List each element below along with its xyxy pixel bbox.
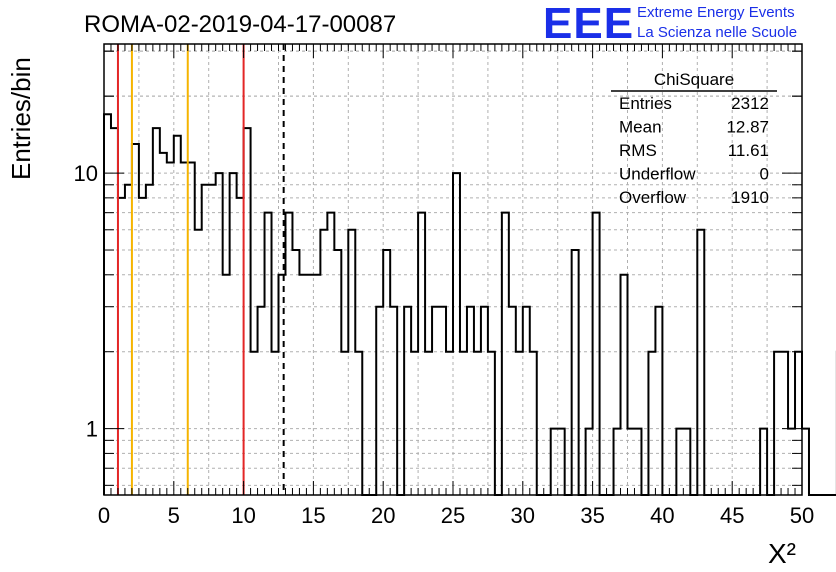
histogram-bars: [103, 113, 836, 496]
x-tick-label: 15: [301, 503, 325, 528]
histogram-bin: [139, 198, 146, 495]
histogram-bin: [621, 275, 628, 495]
histogram-bin: [265, 213, 272, 495]
x-tick-label: 30: [511, 503, 535, 528]
logo-line-2: La Scienza nelle Scuole: [637, 24, 798, 41]
x-axis-label: X²: [768, 538, 796, 569]
histogram-bin: [774, 352, 781, 495]
histogram-bin: [376, 307, 383, 495]
x-tick-label: 35: [580, 503, 604, 528]
histogram-bin: [285, 213, 292, 495]
histogram-bin: [237, 198, 244, 495]
histogram-bin: [299, 275, 306, 495]
eee-logo: EEE: [543, 0, 635, 48]
x-tick-label: 40: [650, 503, 674, 528]
stats-row-value: 11.61: [728, 141, 769, 160]
stats-row-value: 12.87: [726, 118, 769, 137]
histogram-bin: [593, 213, 600, 495]
histogram-bin: [418, 213, 425, 495]
histogram-bin: [488, 352, 495, 495]
x-tick-label: 5: [168, 503, 180, 528]
stats-title: ChiSquare: [654, 70, 734, 89]
x-tick-label: 45: [720, 503, 744, 528]
x-tick-label: 10: [231, 503, 255, 528]
histogram-bin: [432, 307, 439, 495]
histogram-bin: [802, 429, 809, 495]
histogram-bin: [446, 352, 453, 495]
histogram-bin: [306, 275, 313, 495]
histogram-bin: [125, 185, 132, 495]
histogram-bin: [209, 185, 216, 495]
histogram-outline: [103, 113, 836, 496]
histogram-bin: [195, 230, 202, 495]
histogram-bin: [411, 352, 418, 495]
stats-row-label: Overflow: [619, 188, 687, 207]
histogram-bin: [104, 114, 111, 495]
histogram-bin: [279, 275, 286, 495]
histogram-bin: [523, 307, 530, 495]
histogram-bin: [118, 198, 125, 495]
histogram-bin: [334, 250, 341, 495]
histogram-bin: [404, 307, 411, 495]
histogram-bin: [697, 230, 704, 495]
y-tick-label: 1: [86, 417, 98, 442]
histogram-bin: [453, 173, 460, 495]
histogram-bin: [348, 230, 355, 495]
stats-row-label: Entries: [619, 94, 672, 113]
stats-row-value: 0: [760, 165, 769, 184]
y-tick-label: 10: [74, 161, 98, 186]
stats-row-value: 1910: [731, 188, 769, 207]
histogram-bin: [230, 173, 237, 495]
x-tick-label: 0: [98, 503, 110, 528]
x-tick-label: 25: [441, 503, 465, 528]
histogram-bin: [146, 185, 153, 495]
histogram-bin: [383, 250, 390, 495]
y-axis-label: Entries/bin: [6, 57, 36, 180]
histogram-bin: [474, 352, 481, 495]
histogram-bin: [251, 352, 258, 495]
histogram-bin: [160, 153, 167, 495]
histogram-bin: [572, 250, 579, 495]
histogram-bin: [481, 307, 488, 495]
histogram-bin: [223, 275, 230, 495]
stats-box: ChiSquare Entries 2312 Mean 12.87 RMS 11.61 Un…: [611, 70, 777, 207]
histogram-bin: [355, 352, 362, 495]
x-tick-label: 20: [371, 503, 395, 528]
histogram-bin: [460, 352, 467, 495]
histogram-bin: [341, 352, 348, 495]
chart-title: ROMA-02-2019-04-17-00087: [84, 11, 396, 38]
histogram-bin: [202, 185, 209, 495]
histogram-bin: [439, 307, 446, 495]
histogram-bin: [516, 352, 523, 495]
histogram-bin: [292, 250, 299, 495]
histogram-bin: [425, 352, 432, 495]
reference-lines: [116, 44, 285, 495]
histogram-bin: [781, 352, 788, 495]
histogram-bin: [655, 307, 662, 495]
histogram-bin: [327, 213, 334, 495]
stats-row-value: 2312: [731, 94, 769, 113]
histogram-bin: [467, 307, 474, 495]
histogram-bin: [313, 275, 320, 495]
histogram-bin: [530, 352, 537, 495]
histogram-bin: [509, 307, 516, 495]
histogram-bin: [216, 173, 223, 495]
histogram-bin: [132, 144, 139, 495]
stats-row-label: Underflow: [619, 165, 696, 184]
logo-line-1: Extreme Energy Events: [637, 4, 795, 21]
histogram-bin: [258, 307, 265, 495]
stats-row-label: RMS: [619, 141, 657, 160]
histogram-bin: [795, 352, 802, 495]
stats-row-label: Mean: [619, 118, 662, 137]
axes: 0 5 10 15 20 25 30 35 40 45 50 1 10: [74, 43, 814, 528]
histogram-bin: [272, 352, 279, 495]
histogram-bin: [648, 352, 655, 495]
histogram-bin: [502, 213, 509, 495]
histogram-bin: [174, 136, 181, 495]
histogram-bin: [390, 307, 397, 495]
histogram-bin: [320, 230, 327, 495]
x-tick-label: 50: [790, 503, 814, 528]
